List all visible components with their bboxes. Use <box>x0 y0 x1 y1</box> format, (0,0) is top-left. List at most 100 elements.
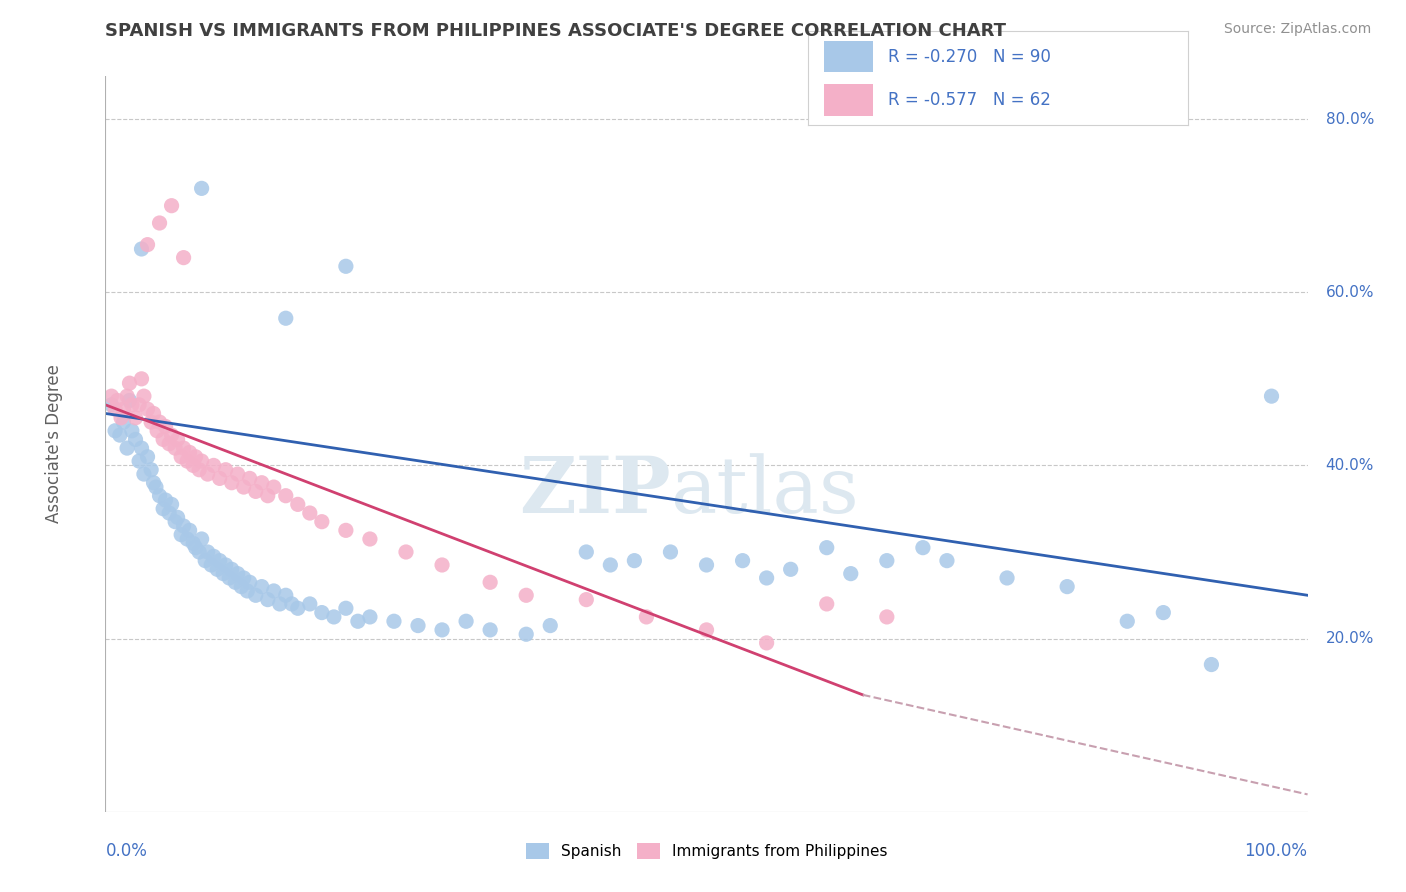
Point <box>207 562 229 576</box>
Point <box>731 554 754 568</box>
Point <box>515 627 537 641</box>
Point <box>430 558 453 572</box>
Point <box>239 575 262 590</box>
Point <box>430 623 453 637</box>
Point <box>155 419 177 434</box>
Point <box>911 541 934 555</box>
Point <box>263 584 285 599</box>
Text: R = -0.270   N = 90: R = -0.270 N = 90 <box>889 47 1052 65</box>
Text: Associate's Degree: Associate's Degree <box>45 364 63 524</box>
Point <box>382 614 405 628</box>
Text: Source: ZipAtlas.com: Source: ZipAtlas.com <box>1223 22 1371 37</box>
Point <box>779 562 801 576</box>
Point <box>575 592 598 607</box>
Point <box>815 541 838 555</box>
Point <box>184 541 207 555</box>
Point <box>160 428 183 442</box>
Point <box>1056 580 1078 594</box>
Point <box>311 515 333 529</box>
Point <box>839 566 862 581</box>
Point <box>538 618 561 632</box>
Point <box>1152 606 1174 620</box>
Point <box>1201 657 1223 672</box>
Point <box>148 216 170 230</box>
Point <box>155 493 177 508</box>
Point <box>221 475 243 490</box>
Point <box>128 454 150 468</box>
Point <box>256 489 278 503</box>
Point <box>181 458 204 473</box>
Point <box>157 506 180 520</box>
Point <box>208 471 231 485</box>
Point <box>221 562 243 576</box>
Point <box>298 506 321 520</box>
Point <box>232 571 254 585</box>
Text: 80.0%: 80.0% <box>1326 112 1374 127</box>
Point <box>124 410 146 425</box>
Point <box>112 415 135 429</box>
Point <box>197 467 219 481</box>
Point <box>146 424 169 438</box>
Point <box>184 450 207 464</box>
Point <box>281 597 304 611</box>
Point <box>335 524 357 538</box>
Point <box>274 588 297 602</box>
Point <box>1116 614 1139 628</box>
Text: R = -0.577   N = 62: R = -0.577 N = 62 <box>889 91 1052 109</box>
Point <box>245 588 267 602</box>
Point <box>479 575 502 590</box>
Point <box>132 467 155 481</box>
Point <box>876 610 898 624</box>
Point <box>112 402 135 417</box>
Point <box>479 623 502 637</box>
Point <box>142 475 165 490</box>
Point <box>100 398 122 412</box>
Point <box>194 554 217 568</box>
Point <box>170 527 193 541</box>
Point <box>170 450 193 464</box>
Point <box>256 592 278 607</box>
Point <box>118 376 141 391</box>
Point <box>139 463 162 477</box>
Point <box>200 558 222 572</box>
Point <box>131 242 153 256</box>
Point <box>274 311 297 326</box>
Point <box>202 458 225 473</box>
Point <box>269 597 291 611</box>
Point <box>226 566 249 581</box>
Point <box>1260 389 1282 403</box>
Point <box>876 554 898 568</box>
Point <box>179 445 201 459</box>
Point <box>176 532 198 546</box>
Point <box>157 437 180 451</box>
Point <box>359 610 381 624</box>
Text: ZIP: ZIP <box>519 453 671 529</box>
Point <box>224 575 246 590</box>
Point <box>165 441 187 455</box>
Point <box>212 566 235 581</box>
Point <box>160 497 183 511</box>
Point <box>104 402 127 417</box>
Point <box>197 545 219 559</box>
Point <box>239 471 262 485</box>
Point <box>115 389 138 403</box>
Point <box>115 441 138 455</box>
Point <box>132 389 155 403</box>
Point <box>148 489 170 503</box>
Point <box>454 614 477 628</box>
Point <box>936 554 959 568</box>
Point <box>139 415 162 429</box>
Text: 40.0%: 40.0% <box>1326 458 1374 473</box>
Point <box>274 489 297 503</box>
Text: 20.0%: 20.0% <box>1326 631 1374 646</box>
Point <box>173 251 195 265</box>
Point <box>395 545 418 559</box>
Point <box>121 398 143 412</box>
Point <box>214 558 236 572</box>
Point <box>232 480 254 494</box>
Point <box>515 588 537 602</box>
Point <box>755 571 778 585</box>
Point <box>145 480 167 494</box>
Point <box>250 475 273 490</box>
Point <box>696 558 718 572</box>
